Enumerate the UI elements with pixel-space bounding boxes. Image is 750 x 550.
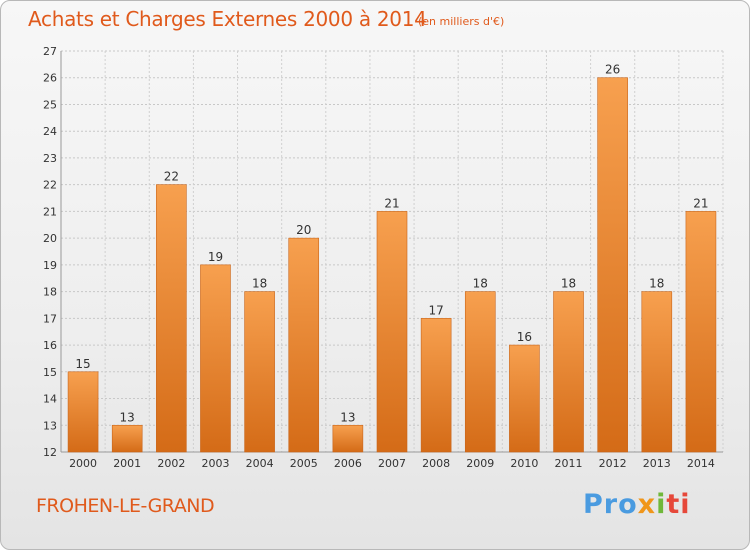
- bar-2010: [509, 344, 540, 453]
- bar-value-label: 18: [561, 277, 576, 291]
- logo-part-4: ti: [666, 489, 691, 520]
- x-tick-label: 2012: [599, 457, 627, 470]
- y-tick-label: 18: [43, 286, 57, 299]
- x-tick-label: 2008: [422, 457, 450, 470]
- y-tick-label: 22: [43, 179, 57, 192]
- chart-subtitle: (en milliers d'€): [418, 15, 505, 28]
- x-tick-label: 2010: [510, 457, 538, 470]
- y-tick-label: 15: [43, 366, 57, 379]
- bar-2009: [464, 291, 496, 453]
- x-tick-label: 2006: [334, 457, 362, 470]
- logo-part-2: x: [637, 489, 657, 520]
- bar-value-label: 18: [252, 277, 267, 291]
- x-tick-label: 2009: [466, 457, 494, 470]
- logo-part-1: Pro: [583, 489, 638, 520]
- y-tick-label: 26: [43, 72, 57, 85]
- x-tick-label: 2014: [687, 457, 715, 470]
- bar-value-label: 20: [296, 223, 311, 237]
- y-tick-label: 13: [43, 419, 57, 432]
- y-tick-label: 24: [43, 125, 57, 138]
- bar-value-label: 17: [428, 303, 443, 317]
- bar-value-label: 13: [120, 410, 135, 424]
- chart-title: Achats et Charges Externes 2000 à 2014: [28, 7, 427, 31]
- x-tick-label: 2005: [290, 457, 318, 470]
- bar-value-label: 18: [649, 277, 664, 291]
- x-tick-label: 2003: [201, 457, 229, 470]
- bar-value-label: 26: [605, 63, 620, 77]
- y-tick-label: 20: [43, 232, 57, 245]
- y-tick-label: 19: [43, 259, 57, 272]
- bar-value-label: 16: [517, 330, 532, 344]
- bar-2000: [67, 371, 99, 453]
- y-tick-label: 12: [43, 446, 57, 459]
- x-tick-label: 2002: [157, 457, 185, 470]
- y-tick-label: 16: [43, 339, 57, 352]
- bar-2002: [156, 184, 187, 453]
- x-tick-label: 2013: [643, 457, 671, 470]
- x-tick-label: 2004: [246, 457, 274, 470]
- y-tick-label: 14: [43, 393, 57, 406]
- y-tick-label: 25: [43, 98, 57, 111]
- bar-2005: [288, 237, 320, 453]
- y-tick-label: 23: [43, 152, 57, 165]
- y-tick-label: 21: [43, 205, 57, 218]
- bar-2001: [111, 424, 143, 453]
- bar-value-label: 21: [693, 196, 708, 210]
- bar-value-label: 13: [340, 410, 355, 424]
- bar-2004: [244, 291, 275, 453]
- bar-2003: [200, 264, 231, 453]
- bar-2006: [332, 424, 364, 453]
- y-tick-label: 17: [43, 312, 57, 325]
- bar-value-label: 22: [164, 170, 179, 184]
- bar-2008: [420, 318, 452, 453]
- bar-value-label: 18: [473, 277, 488, 291]
- bar-2014: [685, 211, 717, 453]
- x-tick-label: 2000: [69, 457, 97, 470]
- bar-2007: [376, 211, 408, 453]
- bars: [67, 77, 717, 453]
- bar-2012: [597, 77, 628, 453]
- x-tick-label: 2007: [378, 457, 406, 470]
- town-name: FROHEN-LE-GRAND: [36, 495, 215, 517]
- bar-value-label: 15: [75, 357, 90, 371]
- bar-2011: [553, 291, 584, 453]
- labels: 12 13 14 15 16 17 18 19 20 21 22 23 24 25 26 27 15 2000 13…: [43, 45, 715, 470]
- x-tick-label: 2011: [555, 457, 583, 470]
- logo-part-3: i: [656, 489, 667, 520]
- bar-2013: [641, 291, 673, 453]
- bar-value-label: 19: [208, 250, 223, 264]
- bar-value-label: 21: [384, 196, 399, 210]
- x-tick-label: 2001: [113, 457, 141, 470]
- proxiti-logo: Proxiti: [583, 489, 691, 520]
- y-tick-label: 27: [43, 45, 57, 58]
